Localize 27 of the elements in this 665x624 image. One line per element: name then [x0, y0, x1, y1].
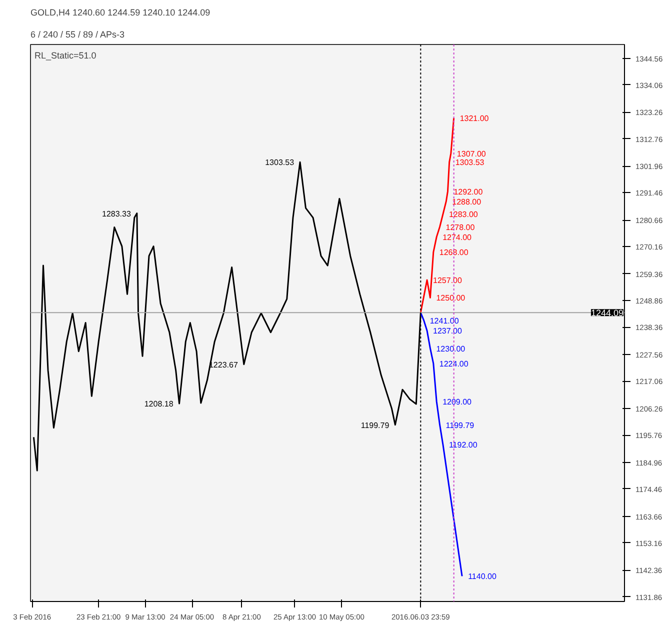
data-label: 1208.18 — [144, 400, 174, 409]
data-label: 1199.79 — [446, 420, 475, 430]
data-label: 1241.00 — [430, 316, 460, 326]
data-label: 1274.00 — [442, 232, 472, 242]
data-label: 1224.00 — [439, 360, 469, 369]
data-label: 1230.00 — [436, 344, 466, 354]
data-label: 1199.79 — [360, 420, 390, 430]
chart-title: GOLD,H4 1240.60 1244.59 1240.10 1244.09 — [30, 8, 210, 18]
data-label: 1237.00 — [433, 326, 462, 336]
data-label: 1209.00 — [442, 397, 472, 406]
data-label: 1321.00 — [460, 114, 490, 123]
data-label: 1283.00 — [448, 210, 478, 220]
data-label: 1192.00 — [448, 440, 478, 450]
data-label: 1140.00 — [468, 572, 497, 582]
data-label: 1303.53 — [455, 158, 485, 168]
data-label: 1268.00 — [439, 248, 469, 258]
data-label: 1292.00 — [454, 187, 484, 196]
data-label: 1250.00 — [436, 294, 466, 303]
data-label: 1303.53 — [265, 158, 295, 168]
annotation: RL_Static=51.0 — [34, 50, 96, 60]
data-label: 1307.00 — [456, 149, 486, 158]
data-label: 1283.33 — [102, 209, 132, 218]
data-label: 1278.00 — [446, 222, 476, 232]
ref-line-label: 1244.09 — [590, 308, 624, 318]
chart-subtitle: 6 / 240 / 55 / 89 / APs-3 — [30, 30, 125, 40]
data-label: 1257.00 — [433, 276, 462, 285]
data-label: 1288.00 — [452, 197, 482, 206]
